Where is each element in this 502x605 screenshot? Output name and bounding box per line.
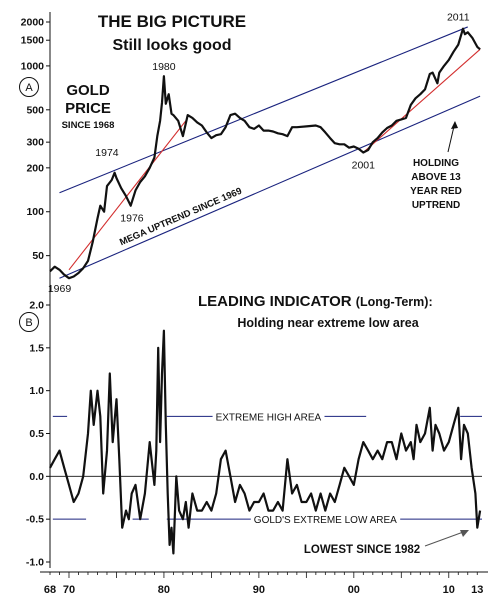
lowest-arrow-head: [460, 530, 469, 537]
x-tick-label: 10: [443, 584, 455, 596]
y-tick-label: 2.0: [29, 300, 44, 312]
holding-arrow-head: [451, 121, 458, 129]
panel-marker-letter: B: [25, 317, 32, 329]
x-tick-label: 68: [44, 584, 56, 596]
trend-line: [59, 95, 481, 279]
holding-note-line: UPTREND: [412, 200, 460, 211]
panel-b-subtitle: Holding near extreme low area: [237, 316, 419, 330]
y-tick-label: 1.5: [29, 342, 44, 354]
gold-price-panel: 2000 1500 1000 500 300 200 100 50 1969 1974 1976 19…: [21, 12, 481, 295]
x-tick-label: 70: [63, 584, 75, 596]
level-label: GOLD'S EXTREME LOW AREA: [254, 515, 397, 526]
y-tick-label: 2000: [21, 17, 45, 29]
indicator-line: [49, 329, 482, 555]
holding-note-line: YEAR RED: [410, 186, 462, 197]
year-label: 2011: [447, 12, 470, 24]
year-label: 1980: [152, 61, 176, 73]
y-tick-label: 500: [26, 104, 44, 116]
price-label: PRICE: [65, 100, 111, 117]
trend-line: [362, 48, 481, 153]
y-tick-label: 100: [26, 206, 44, 218]
trend-line: [68, 120, 187, 271]
panel-marker-circle: [19, 312, 39, 332]
panel-a-subtitle: Still looks good: [112, 37, 231, 54]
x-tick-label: 13: [471, 584, 483, 596]
y-tick-label: 300: [26, 137, 44, 149]
level-label-bg: [250, 514, 401, 528]
y-tick-label: 1500: [21, 35, 45, 47]
level-label: EXTREME HIGH AREA: [216, 412, 322, 423]
year-label: 2001: [352, 159, 376, 171]
y-tick-label: 1.0: [29, 385, 44, 397]
leading-indicator-panel: 2.0 1.5 1.0 0.5 0.0 -0.5 -1.0 EXTREME HIGH AREA…: [26, 293, 488, 596]
lowest-since-label: LOWEST SINCE 1982: [304, 544, 420, 556]
panel-a-title: THE BIG PICTURE: [98, 12, 246, 31]
trend-line: [59, 26, 468, 194]
holding-note-line: ABOVE 13: [411, 172, 461, 183]
y-tick-label: 0.0: [29, 471, 44, 483]
y-tick-label: -1.0: [26, 557, 44, 569]
panel-b-title-suffix: (Long-Term):: [356, 295, 433, 309]
since-label: SINCE 1968: [62, 120, 115, 131]
y-tick-label: 50: [32, 250, 44, 262]
x-tick-label: 80: [158, 584, 170, 596]
year-label: 1969: [48, 283, 72, 295]
x-tick-label: 90: [253, 584, 265, 596]
y-tick-label: 0.5: [29, 428, 44, 440]
y-tick-label: 200: [26, 162, 44, 174]
gold-price-line: [49, 27, 481, 280]
panel-marker-letter: A: [25, 82, 33, 94]
y-tick-label: -0.5: [26, 514, 44, 526]
level-label-bg: [212, 411, 325, 425]
panel-b-title: LEADING INDICATOR (Long-Term):: [198, 293, 433, 310]
gold-label: GOLD: [66, 82, 109, 99]
x-tick-label: 00: [348, 584, 360, 596]
year-label: 1976: [120, 213, 144, 225]
holding-note-line: HOLDING: [413, 158, 459, 169]
lowest-arrow: [424, 530, 467, 547]
y-tick-label: 1000: [21, 60, 45, 72]
year-label: 1974: [95, 147, 119, 159]
panel-marker-circle: [19, 77, 39, 97]
